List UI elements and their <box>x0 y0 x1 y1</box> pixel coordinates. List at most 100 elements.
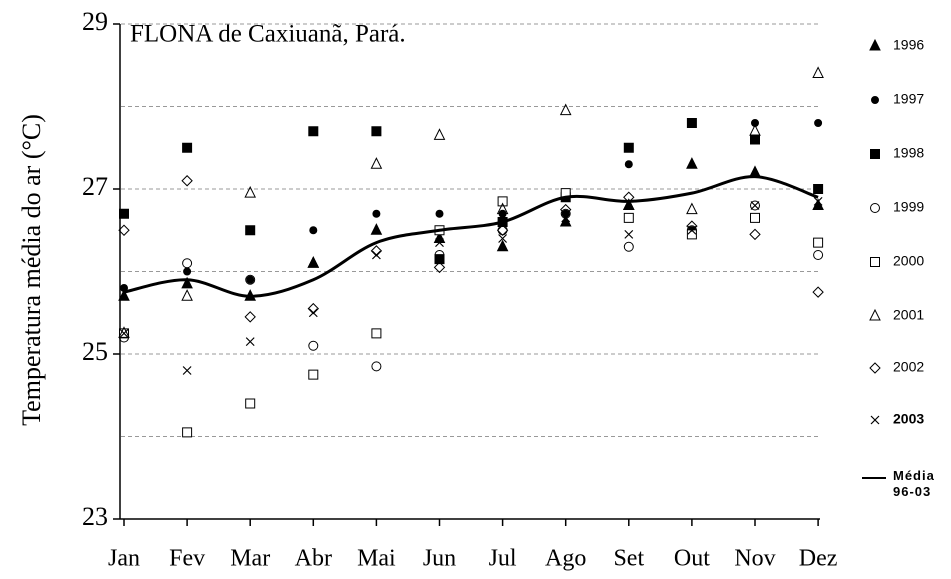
point <box>309 226 318 235</box>
point <box>370 245 383 257</box>
point <box>559 203 572 216</box>
x-tick-label: Jul <box>489 546 517 572</box>
point <box>182 142 193 153</box>
legend-swatch <box>870 415 880 425</box>
point <box>371 250 381 260</box>
point <box>750 134 760 145</box>
chart-title: FLONA de Caxiuanã, Pará. <box>130 21 406 48</box>
point <box>749 165 761 177</box>
point <box>119 208 129 219</box>
point <box>496 224 509 236</box>
point <box>371 361 382 372</box>
legend-swatch <box>870 203 880 213</box>
legend-label: 2002 <box>893 359 924 375</box>
point <box>561 213 571 223</box>
point <box>308 369 319 380</box>
point <box>245 274 256 285</box>
point <box>813 237 824 248</box>
x-tick-label: Abr <box>295 546 332 572</box>
point <box>433 128 446 140</box>
point <box>559 103 572 116</box>
point <box>181 276 193 289</box>
point <box>245 337 255 347</box>
point <box>498 234 508 243</box>
point <box>687 225 697 235</box>
point <box>370 223 383 235</box>
y-axis-label: Temperatura média do ar (°C) <box>17 114 46 426</box>
legend-swatch <box>869 308 881 321</box>
point <box>308 340 319 351</box>
point <box>749 228 761 241</box>
point <box>686 157 698 169</box>
legend-swatch <box>869 362 881 374</box>
point <box>182 427 193 438</box>
point <box>182 258 193 269</box>
point <box>686 118 697 128</box>
point <box>813 250 824 260</box>
point <box>307 256 320 268</box>
y-tick-label: 27 <box>82 172 108 201</box>
x-tick-label: Mar <box>230 546 270 572</box>
point <box>814 119 823 127</box>
point <box>245 398 256 409</box>
point <box>119 328 129 338</box>
point <box>751 119 759 127</box>
x-tick-label: Nov <box>734 546 775 572</box>
point <box>308 308 318 318</box>
point <box>182 366 192 375</box>
point <box>496 239 509 252</box>
point <box>118 326 130 338</box>
point <box>434 250 445 260</box>
point <box>308 126 319 137</box>
point <box>497 225 508 236</box>
y-tick-label: 25 <box>82 337 108 366</box>
legend-swatch <box>870 149 880 159</box>
y-tick-label: 29 <box>82 7 108 36</box>
point <box>246 275 255 284</box>
point <box>435 209 444 218</box>
x-tick-label: Ago <box>545 546 586 572</box>
x-tick-label: Set <box>613 546 644 572</box>
point <box>624 160 633 169</box>
point <box>118 224 130 236</box>
point <box>749 124 761 136</box>
point <box>622 198 635 210</box>
point <box>183 267 192 276</box>
point <box>496 202 509 215</box>
point <box>307 302 320 315</box>
legend-label: 2003 <box>893 411 924 427</box>
point <box>497 196 508 207</box>
point <box>750 200 760 211</box>
point <box>244 186 257 198</box>
x-tick-label: Jan <box>108 546 140 572</box>
legend-swatch <box>871 96 879 104</box>
point <box>435 238 444 248</box>
point <box>813 196 823 206</box>
legend-swatch <box>870 257 880 267</box>
point <box>372 209 381 218</box>
legend-label: 1999 <box>893 199 924 215</box>
point <box>244 311 256 323</box>
point <box>750 201 760 210</box>
point <box>686 220 698 232</box>
point <box>118 289 130 301</box>
point <box>624 229 634 239</box>
point <box>812 66 824 78</box>
point <box>371 328 382 339</box>
point <box>245 225 256 236</box>
point <box>371 126 382 137</box>
point <box>812 286 824 298</box>
legend-label: 2001 <box>893 307 924 323</box>
point <box>307 256 320 268</box>
point <box>433 261 446 274</box>
x-tick-label: Fev <box>169 546 205 572</box>
point <box>181 289 193 301</box>
x-tick-label: Jun <box>423 546 456 572</box>
legend-label: 1997 <box>893 91 924 107</box>
legend-label: Média 96-03 <box>893 468 935 499</box>
legend-swatch <box>869 38 881 51</box>
legend-label: 2000 <box>893 253 924 269</box>
point <box>623 142 634 153</box>
